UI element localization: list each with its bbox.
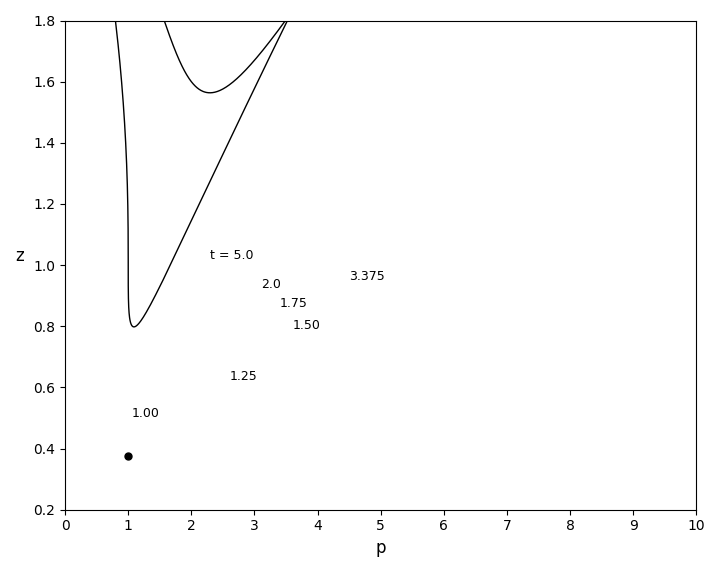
Text: 2.0: 2.0 [261, 279, 281, 292]
Text: t = 5.0: t = 5.0 [210, 248, 253, 261]
Text: 3.375: 3.375 [349, 270, 385, 283]
Text: 1.50: 1.50 [292, 319, 320, 332]
Y-axis label: z: z [15, 247, 24, 265]
Text: 1.00: 1.00 [131, 407, 159, 420]
Text: 1.75: 1.75 [279, 297, 307, 310]
Text: 1.25: 1.25 [229, 370, 257, 383]
X-axis label: p: p [375, 539, 386, 557]
